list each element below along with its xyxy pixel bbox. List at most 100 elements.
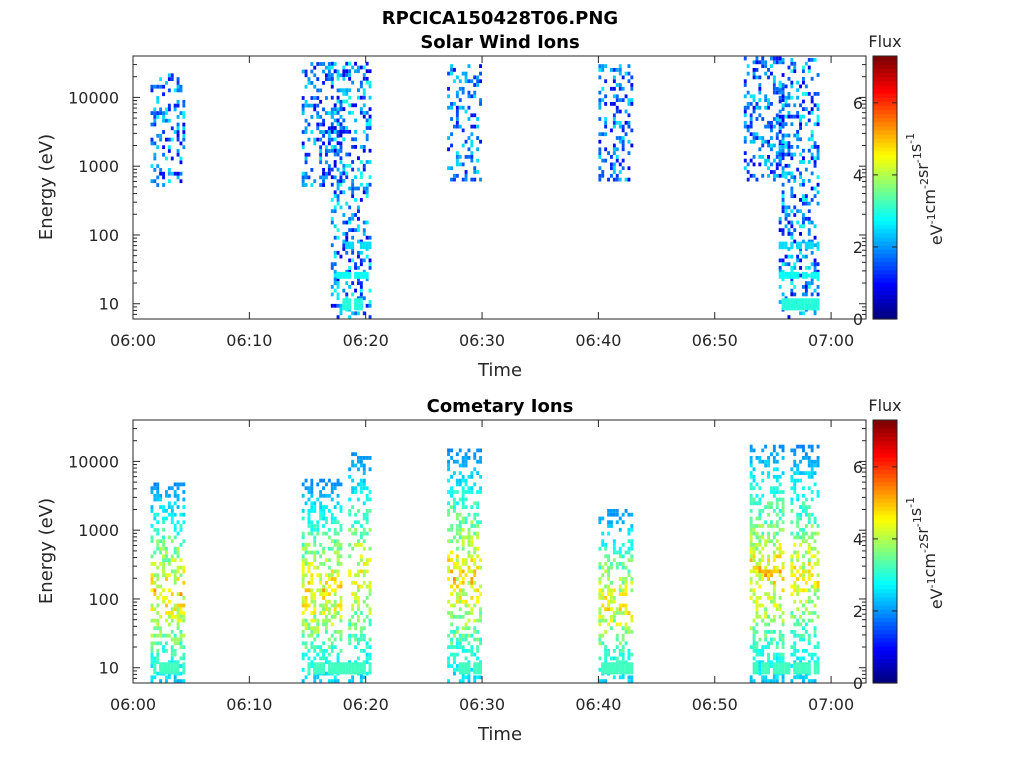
heatmap-cell <box>467 535 471 540</box>
heatmap-band-cell <box>802 298 805 311</box>
heatmap-cell <box>775 120 779 125</box>
heatmap-cell <box>458 580 462 585</box>
heatmap-cell <box>799 250 802 255</box>
heatmap-cell <box>316 531 320 536</box>
heatmap-cell <box>807 179 811 183</box>
heatmap-cell <box>758 516 762 521</box>
heatmap-cell <box>327 77 331 81</box>
heatmap-cell <box>752 105 756 110</box>
heatmap-cell <box>778 220 782 225</box>
heatmap-cell <box>804 201 808 206</box>
heatmap-cell <box>799 660 802 665</box>
colorbar-segment <box>873 432 897 438</box>
heatmap-cell <box>330 516 334 521</box>
heatmap-cell <box>810 535 814 540</box>
heatmap-cell <box>790 288 794 293</box>
heatmap-cell <box>307 137 311 142</box>
colorbar-segment <box>873 551 897 557</box>
heatmap-cell <box>610 128 613 133</box>
heatmap-cell <box>348 88 352 93</box>
heatmap-cell <box>362 269 366 274</box>
heatmap-cell <box>775 607 779 612</box>
colorbar-segment <box>873 641 897 647</box>
heatmap-cell <box>450 637 453 642</box>
heatmap-cell <box>368 456 372 460</box>
heatmap-cell <box>802 107 805 111</box>
heatmap-cell <box>610 68 613 72</box>
heatmap-cell <box>804 580 808 585</box>
heatmap-cell <box>802 588 805 593</box>
heatmap-cell <box>607 649 610 653</box>
heatmap-cell <box>362 103 366 108</box>
heatmap-cell <box>179 611 183 615</box>
heatmap-cell <box>316 565 320 570</box>
heatmap-cell <box>156 641 160 646</box>
heatmap-cell <box>304 652 308 657</box>
heatmap-cell <box>604 679 608 683</box>
heatmap-cell <box>330 573 334 578</box>
heatmap-cell <box>327 660 331 665</box>
heatmap-cell <box>362 486 366 491</box>
heatmap-band-cell <box>816 662 820 675</box>
heatmap-cell <box>176 115 180 119</box>
heatmap-cell <box>333 69 337 74</box>
heatmap-cell <box>333 592 337 596</box>
heatmap-cell <box>351 80 355 85</box>
heatmap-cell <box>470 505 474 509</box>
heatmap-cell <box>165 516 168 521</box>
heatmap-cell <box>793 103 797 108</box>
heatmap-cell <box>176 505 180 509</box>
heatmap-cell <box>755 599 759 604</box>
heatmap-cell <box>458 512 462 517</box>
heatmap-cell <box>604 132 608 137</box>
heatmap-cell <box>339 509 343 513</box>
heatmap-cell <box>359 535 363 540</box>
heatmap-cell <box>348 61 352 66</box>
heatmap-cell <box>758 486 762 491</box>
heatmap-cell <box>624 120 628 125</box>
heatmap-cell <box>458 607 462 612</box>
heatmap-cell <box>176 122 180 127</box>
heatmap-cell <box>176 149 180 153</box>
heatmap-cell <box>461 105 465 110</box>
heatmap-cell <box>764 60 768 65</box>
heatmap-cell <box>793 660 797 665</box>
heatmap-cell <box>339 543 343 547</box>
heatmap-cell <box>455 599 459 604</box>
heatmap-cell <box>772 543 776 547</box>
heatmap-cell <box>167 660 171 665</box>
heatmap-cell <box>357 588 360 593</box>
heatmap-cell <box>746 162 750 167</box>
heatmap-cell <box>359 524 363 528</box>
heatmap-cell <box>176 103 180 108</box>
heatmap-cell <box>598 580 602 585</box>
heatmap-cell <box>313 596 317 600</box>
heatmap-cell <box>330 220 334 225</box>
heatmap-cell <box>610 565 613 570</box>
heatmap-cell <box>467 580 471 585</box>
heatmap-cell <box>767 143 770 148</box>
heatmap-cell <box>627 120 631 125</box>
heatmap-cell <box>476 459 480 464</box>
heatmap-cell <box>607 509 610 513</box>
heatmap-cell <box>153 179 157 184</box>
heatmap-cell <box>464 656 468 661</box>
colorbar-segment <box>873 261 897 267</box>
heatmap-cell <box>310 103 314 108</box>
heatmap-cell <box>781 577 785 581</box>
heatmap-cell <box>368 490 372 494</box>
heatmap-cell <box>799 656 802 661</box>
heatmap-cell <box>755 117 759 121</box>
heatmap-cell <box>767 102 770 106</box>
heatmap-cell <box>752 68 756 72</box>
heatmap-cell <box>816 118 820 123</box>
heatmap-cell <box>368 107 372 111</box>
heatmap-cell <box>330 569 334 574</box>
heatmap-cell <box>479 490 482 494</box>
heatmap-cell <box>461 486 465 491</box>
heatmap-cell <box>342 239 346 244</box>
heatmap-cell <box>790 220 794 225</box>
heatmap-cell <box>476 675 480 680</box>
heatmap-cell <box>313 649 317 653</box>
heatmap-cell <box>752 588 756 593</box>
